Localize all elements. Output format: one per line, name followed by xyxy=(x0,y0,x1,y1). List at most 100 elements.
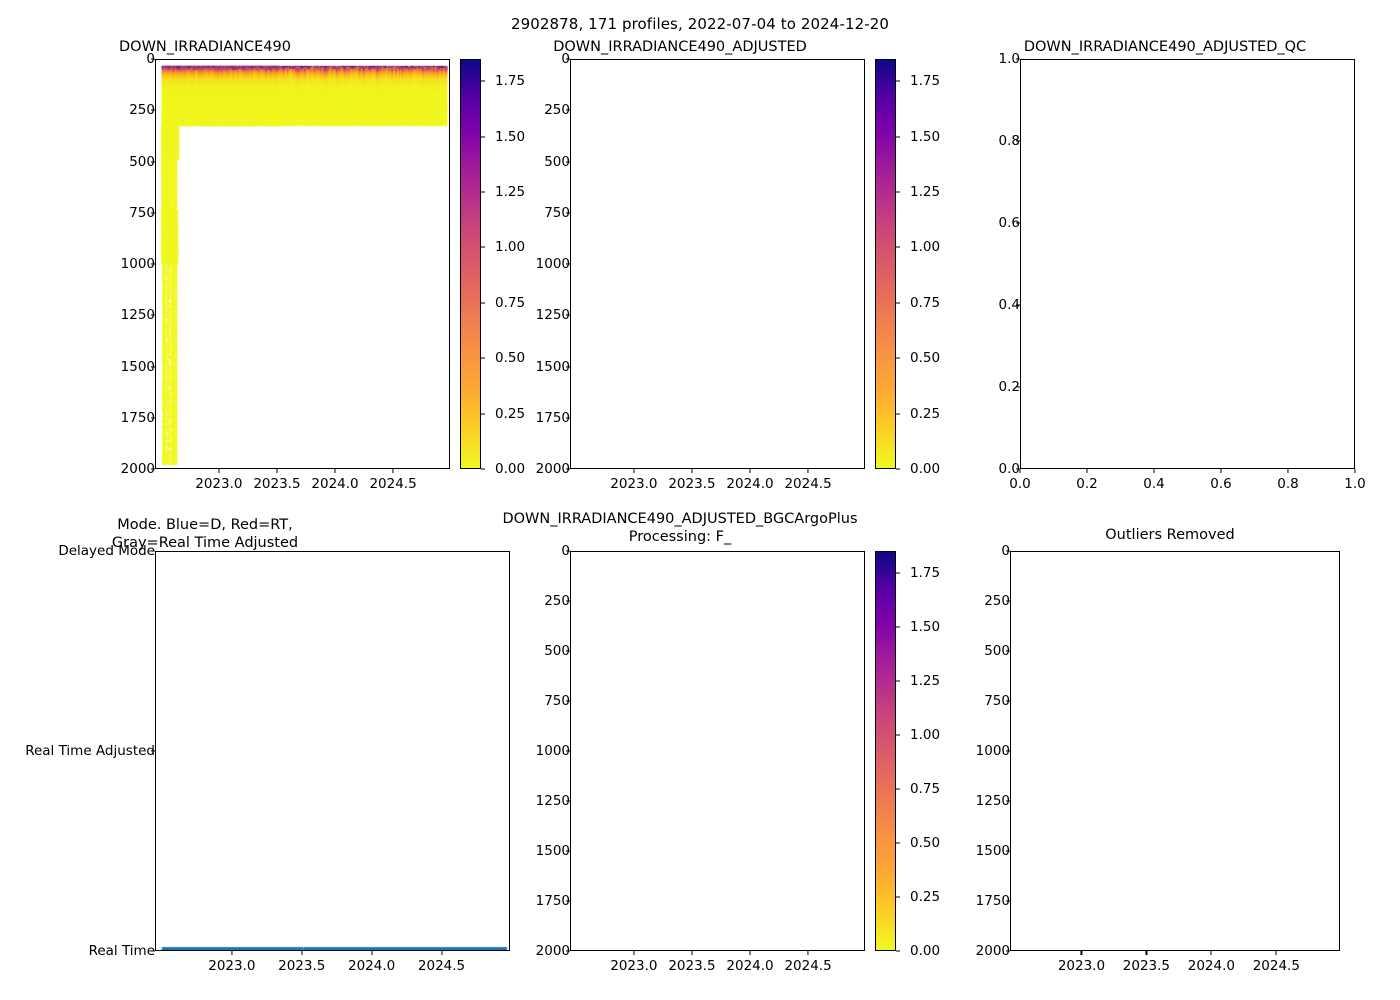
axes-5-xtick-label: 2024.0 xyxy=(726,958,774,974)
colorbar-panel-2 xyxy=(875,59,896,469)
colorbar-1-tick-label: 0.00 xyxy=(495,461,526,477)
axes-1-xtick-mark xyxy=(218,469,220,473)
axes-2-ytick-label: 1750 xyxy=(535,409,570,426)
axes-2-xtick-label: 2024.5 xyxy=(784,476,832,492)
axes-3-xtick-mark xyxy=(1354,469,1356,473)
colorbar-1-tick-label: 1.75 xyxy=(495,73,526,90)
panel-6-title: Outliers Removed xyxy=(1105,527,1235,543)
colorbar-1-tick-mark xyxy=(481,191,485,193)
axes-6-ytick-mark xyxy=(1006,850,1010,852)
colorbar-1-tick-label: 0.50 xyxy=(495,350,526,367)
axes-3-ytick-label: 0.0 xyxy=(998,461,1020,477)
colorbar-5-tick-label: 0.00 xyxy=(910,943,941,959)
axes-4-ytick-label: Delayed Mode xyxy=(58,543,155,559)
axes-5-xtick-mark xyxy=(633,951,635,955)
panel-down-irradiance490-adjusted-qc: DOWN_IRRADIANCE490_ADJUSTED_QC 1.0 0.8 0.6… xyxy=(940,0,1400,500)
axes-3-ytick-label: 0.8 xyxy=(998,133,1020,149)
colorbar-panel-5 xyxy=(875,551,896,951)
axes-3-xtick-label: 0.8 xyxy=(1277,476,1299,492)
axes-1-ytick-label: 250 xyxy=(129,102,155,119)
axes-6-ytick-mark xyxy=(1006,800,1010,802)
axes-3-ytick-mark xyxy=(1016,140,1020,142)
colorbar-2-tick-mark xyxy=(896,413,900,415)
panel-5-title: DOWN_IRRADIANCE490_ADJUSTED_BGCArgoPlus … xyxy=(502,511,858,546)
axes-2-ytick-mark xyxy=(566,417,570,419)
axes-6-ytick-label: 1500 xyxy=(975,843,1010,859)
axes-6-ytick-mark xyxy=(1006,700,1010,702)
colorbar-1-tick-label: 0.25 xyxy=(495,405,526,422)
axes-6-ytick-label: 500 xyxy=(984,643,1010,659)
axes-2-ytick-mark xyxy=(566,160,570,163)
colorbar-1-tick-label: 1.50 xyxy=(495,128,526,145)
colorbar-2-tick-label: 1.75 xyxy=(910,73,941,90)
axes-2-ytick-mark xyxy=(566,58,570,60)
axes-3-xtick-mark xyxy=(1287,469,1289,473)
axes-adjusted-qc[interactable] xyxy=(1020,59,1355,469)
axes-6-ytick-label: 1000 xyxy=(975,743,1010,759)
panel-down-irradiance490: DOWN_IRRADIANCE490 0 250 500 750 1000 1250 150… xyxy=(0,0,525,500)
axes-4-xtick-mark xyxy=(440,951,443,955)
axes-2-ytick-mark xyxy=(566,365,570,368)
axes-4-ytick-label: Real Time xyxy=(88,943,155,959)
axes-1-ytick-label: 1000 xyxy=(120,256,155,272)
axes-3-xtick-label: 1.0 xyxy=(1344,476,1366,492)
axes-down-irradiance490-adjusted[interactable] xyxy=(570,59,865,469)
axes-3-ytick-label: 0.4 xyxy=(998,297,1020,313)
mode-marker-layer xyxy=(156,552,509,950)
axes-1-ytick-mark xyxy=(151,468,155,470)
colorbar-2-tick-label: 1.25 xyxy=(910,183,941,200)
axes-5-xtick-mark xyxy=(691,951,693,955)
axes-mode[interactable] xyxy=(155,551,510,951)
axes-6-xtick-mark xyxy=(1080,951,1082,955)
colorbar-5-tick-mark xyxy=(896,734,900,736)
axes-4-xtick-mark xyxy=(371,951,373,955)
colorbar-1-tick-mark xyxy=(481,413,485,415)
axes-3-xtick-mark xyxy=(1019,469,1021,473)
axes-2-xtick-mark xyxy=(807,469,809,473)
axes-4-ytick-mark xyxy=(151,750,155,752)
colorbar-1-tick-mark xyxy=(481,302,485,304)
axes-5-xtick-label: 2023.0 xyxy=(610,958,658,974)
colorbar-5-tick-mark xyxy=(896,950,900,952)
axes-5-ytick-mark xyxy=(566,700,570,702)
axes-6-xtick-label: 2024.0 xyxy=(1187,958,1235,974)
axes-3-xtick-label: 0.0 xyxy=(1009,476,1031,492)
axes-4-ytick-mark xyxy=(151,550,155,552)
axes-1-xtick-label: 2023.5 xyxy=(253,476,301,492)
axes-1-xtick-label: 2024.5 xyxy=(369,476,417,492)
colorbar-2-tick-mark xyxy=(896,80,900,82)
axes-1-xtick-label: 2023.0 xyxy=(195,476,243,492)
axes-1-ytick-label: 1250 xyxy=(120,307,155,324)
colorbar-1-tick-label: 1.00 xyxy=(495,239,526,256)
axes-6-ytick-label: 2000 xyxy=(975,943,1010,959)
axes-3-ytick-mark xyxy=(1016,222,1020,224)
axes-5-ytick-mark xyxy=(566,850,570,852)
axes-bgcargoplus[interactable] xyxy=(570,551,865,951)
axes-5-ytick-label: 750 xyxy=(544,693,570,709)
colorbar-2-tick-label: 0.25 xyxy=(910,405,941,422)
axes-3-xtick-label: 0.4 xyxy=(1143,476,1165,492)
axes-1-ytick-mark xyxy=(151,58,155,60)
axes-5-ytick-mark xyxy=(566,550,570,552)
axes-3-ytick-mark xyxy=(1016,304,1020,306)
axes-1-xtick-mark xyxy=(392,469,394,473)
axes-4-ytick-mark xyxy=(151,950,155,952)
scatter-layer-irradiance xyxy=(156,60,449,468)
panel-mode: Mode. Blue=D, Red=RT, Gray=Real Time Adj… xyxy=(0,500,510,1000)
axes-2-ytick-mark xyxy=(566,263,570,265)
axes-4-xtick-mark xyxy=(231,951,233,955)
colorbar-5-tick-label: 1.00 xyxy=(910,726,941,743)
colorbar-2-tick-mark xyxy=(896,302,900,304)
axes-6-xtick-mark xyxy=(1275,951,1277,955)
axes-3-ytick-mark xyxy=(1016,386,1020,388)
axes-2-ytick-label: 250 xyxy=(544,102,570,119)
axes-2-ytick-mark xyxy=(566,212,570,214)
axes-1-ytick-mark xyxy=(151,109,155,111)
axes-outliers-removed[interactable] xyxy=(1010,551,1340,951)
axes-2-ytick-mark xyxy=(566,468,570,470)
axes-5-ytick-label: 1250 xyxy=(535,793,570,809)
axes-down-irradiance490[interactable] xyxy=(155,59,450,469)
axes-5-xtick-mark xyxy=(807,951,809,955)
axes-5-xtick-label: 2024.5 xyxy=(784,958,832,974)
